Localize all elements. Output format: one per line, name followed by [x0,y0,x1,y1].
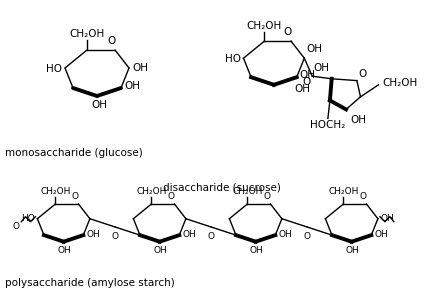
Text: O: O [360,192,367,201]
Text: polysaccharide (amylose starch): polysaccharide (amylose starch) [5,278,175,288]
Text: O: O [107,36,115,46]
Text: O: O [207,232,214,241]
Text: disaccharide (sucrose): disaccharide (sucrose) [163,183,281,193]
Text: O: O [302,77,310,87]
Text: OH: OH [278,230,292,239]
Text: OH: OH [154,246,168,255]
Text: OH: OH [132,63,148,73]
Text: OH: OH [314,63,330,73]
Text: OH: OH [58,246,72,255]
Text: OH: OH [374,230,388,239]
Text: O: O [283,27,291,37]
Text: HO: HO [225,54,241,64]
Text: O: O [168,192,175,201]
Text: CH₂OH: CH₂OH [328,187,359,196]
Text: HO: HO [21,214,35,223]
Text: OH: OH [300,70,316,80]
Text: O: O [111,232,118,241]
Text: CH₂OH: CH₂OH [247,21,282,31]
Text: O: O [303,232,311,241]
Text: HOCH₂: HOCH₂ [310,121,346,131]
Text: OH: OH [306,44,322,54]
Text: OH: OH [294,84,310,94]
Text: O: O [358,69,366,78]
Text: CH₂OH: CH₂OH [382,78,418,88]
Text: OH: OH [381,214,394,223]
Text: OH: OH [124,81,140,91]
Text: OH: OH [350,116,366,126]
Text: CH₂OH: CH₂OH [70,29,105,39]
Text: monosaccharide (glucose): monosaccharide (glucose) [5,148,143,158]
Text: HO: HO [46,64,62,74]
Text: O: O [72,192,79,201]
Text: OH: OH [250,246,264,255]
Text: CH₂OH: CH₂OH [40,187,70,196]
Text: OH: OH [346,246,359,255]
Text: O: O [264,192,271,201]
Text: O: O [13,222,19,231]
Text: OH: OH [182,230,196,239]
Text: OH: OH [86,230,100,239]
Text: CH₂OH: CH₂OH [232,187,263,196]
Text: CH₂OH: CH₂OH [136,187,167,196]
Text: OH: OH [91,100,107,110]
